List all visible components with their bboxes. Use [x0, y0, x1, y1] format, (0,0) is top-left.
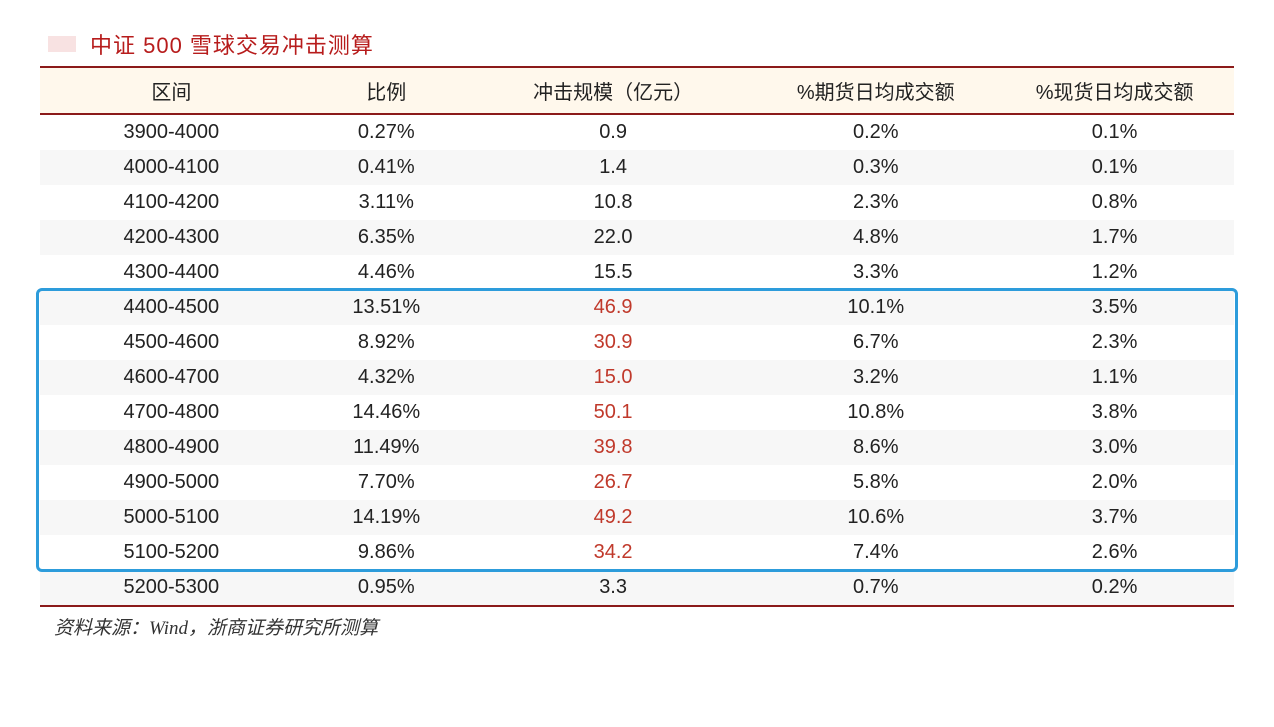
cell-ratio: 4.46% [303, 255, 470, 290]
table-row: 4300-44004.46%15.53.3%1.2% [40, 255, 1234, 290]
impact-table: 区间 比例 冲击规模（亿元） %期货日均成交额 %现货日均成交额 3900-40… [40, 66, 1234, 607]
cell-spot: 3.8% [995, 395, 1234, 430]
cell-ratio: 0.95% [303, 570, 470, 606]
cell-futures: 3.3% [756, 255, 995, 290]
table-row: 3900-40000.27%0.90.2%0.1% [40, 114, 1234, 150]
cell-impact: 15.0 [470, 360, 757, 395]
cell-range: 5100-5200 [40, 535, 303, 570]
col-header-range: 区间 [40, 67, 303, 114]
table-row: 4900-50007.70%26.75.8%2.0% [40, 465, 1234, 500]
cell-spot: 1.7% [995, 220, 1234, 255]
cell-ratio: 7.70% [303, 465, 470, 500]
cell-impact: 10.8 [470, 185, 757, 220]
cell-futures: 2.3% [756, 185, 995, 220]
cell-ratio: 14.46% [303, 395, 470, 430]
cell-range: 4800-4900 [40, 430, 303, 465]
cell-impact: 39.8 [470, 430, 757, 465]
cell-range: 4400-4500 [40, 290, 303, 325]
cell-ratio: 11.49% [303, 430, 470, 465]
cell-impact: 30.9 [470, 325, 757, 360]
cell-ratio: 8.92% [303, 325, 470, 360]
table-row: 4600-47004.32%15.03.2%1.1% [40, 360, 1234, 395]
table-row: 4700-480014.46%50.110.8%3.8% [40, 395, 1234, 430]
table-row: 5200-53000.95%3.30.7%0.2% [40, 570, 1234, 606]
cell-range: 4900-5000 [40, 465, 303, 500]
cell-spot: 0.8% [995, 185, 1234, 220]
cell-futures: 10.6% [756, 500, 995, 535]
col-header-futures: %期货日均成交额 [756, 67, 995, 114]
cell-impact: 3.3 [470, 570, 757, 606]
table-row: 4000-41000.41%1.40.3%0.1% [40, 150, 1234, 185]
cell-range: 4000-4100 [40, 150, 303, 185]
cell-ratio: 0.27% [303, 114, 470, 150]
cell-spot: 0.1% [995, 114, 1234, 150]
cell-impact: 49.2 [470, 500, 757, 535]
cell-spot: 1.1% [995, 360, 1234, 395]
cell-spot: 2.0% [995, 465, 1234, 500]
cell-spot: 2.3% [995, 325, 1234, 360]
cell-range: 4200-4300 [40, 220, 303, 255]
cell-ratio: 6.35% [303, 220, 470, 255]
source-note: 资料来源：Wind，浙商证券研究所测算 [40, 607, 1234, 640]
cell-range: 5200-5300 [40, 570, 303, 606]
cell-spot: 3.5% [995, 290, 1234, 325]
cell-range: 4500-4600 [40, 325, 303, 360]
cell-impact: 26.7 [470, 465, 757, 500]
cell-futures: 0.2% [756, 114, 995, 150]
table-row: 4800-490011.49%39.88.6%3.0% [40, 430, 1234, 465]
cell-spot: 3.7% [995, 500, 1234, 535]
cell-impact: 0.9 [470, 114, 757, 150]
cell-impact: 1.4 [470, 150, 757, 185]
cell-spot: 3.0% [995, 430, 1234, 465]
table-title: 中证 500 雪球交易冲击测算 [90, 28, 374, 60]
cell-spot: 1.2% [995, 255, 1234, 290]
cell-ratio: 9.86% [303, 535, 470, 570]
cell-impact: 15.5 [470, 255, 757, 290]
col-header-impact: 冲击规模（亿元） [470, 67, 757, 114]
cell-futures: 0.3% [756, 150, 995, 185]
cell-futures: 8.6% [756, 430, 995, 465]
cell-range: 4100-4200 [40, 185, 303, 220]
cell-futures: 10.1% [756, 290, 995, 325]
col-header-spot: %现货日均成交额 [995, 67, 1234, 114]
table-row: 4200-43006.35%22.04.8%1.7% [40, 220, 1234, 255]
cell-ratio: 0.41% [303, 150, 470, 185]
cell-range: 4300-4400 [40, 255, 303, 290]
cell-spot: 2.6% [995, 535, 1234, 570]
cell-range: 4700-4800 [40, 395, 303, 430]
title-marker-icon [48, 36, 76, 52]
table-header-row: 区间 比例 冲击规模（亿元） %期货日均成交额 %现货日均成交额 [40, 67, 1234, 114]
cell-range: 4600-4700 [40, 360, 303, 395]
cell-futures: 7.4% [756, 535, 995, 570]
cell-ratio: 13.51% [303, 290, 470, 325]
cell-futures: 0.7% [756, 570, 995, 606]
cell-range: 3900-4000 [40, 114, 303, 150]
cell-ratio: 3.11% [303, 185, 470, 220]
cell-futures: 6.7% [756, 325, 995, 360]
cell-futures: 10.8% [756, 395, 995, 430]
cell-impact: 34.2 [470, 535, 757, 570]
cell-futures: 5.8% [756, 465, 995, 500]
table-body: 3900-40000.27%0.90.2%0.1%4000-41000.41%1… [40, 114, 1234, 606]
cell-futures: 4.8% [756, 220, 995, 255]
table-row: 4500-46008.92%30.96.7%2.3% [40, 325, 1234, 360]
table-row: 5000-510014.19%49.210.6%3.7% [40, 500, 1234, 535]
cell-impact: 46.9 [470, 290, 757, 325]
cell-ratio: 14.19% [303, 500, 470, 535]
table-row: 5100-52009.86%34.27.4%2.6% [40, 535, 1234, 570]
cell-spot: 0.1% [995, 150, 1234, 185]
cell-impact: 22.0 [470, 220, 757, 255]
title-bar: 中证 500 雪球交易冲击测算 [40, 28, 1234, 66]
cell-ratio: 4.32% [303, 360, 470, 395]
col-header-ratio: 比例 [303, 67, 470, 114]
cell-range: 5000-5100 [40, 500, 303, 535]
table-row: 4100-42003.11%10.82.3%0.8% [40, 185, 1234, 220]
cell-futures: 3.2% [756, 360, 995, 395]
cell-impact: 50.1 [470, 395, 757, 430]
cell-spot: 0.2% [995, 570, 1234, 606]
table-row: 4400-450013.51%46.910.1%3.5% [40, 290, 1234, 325]
